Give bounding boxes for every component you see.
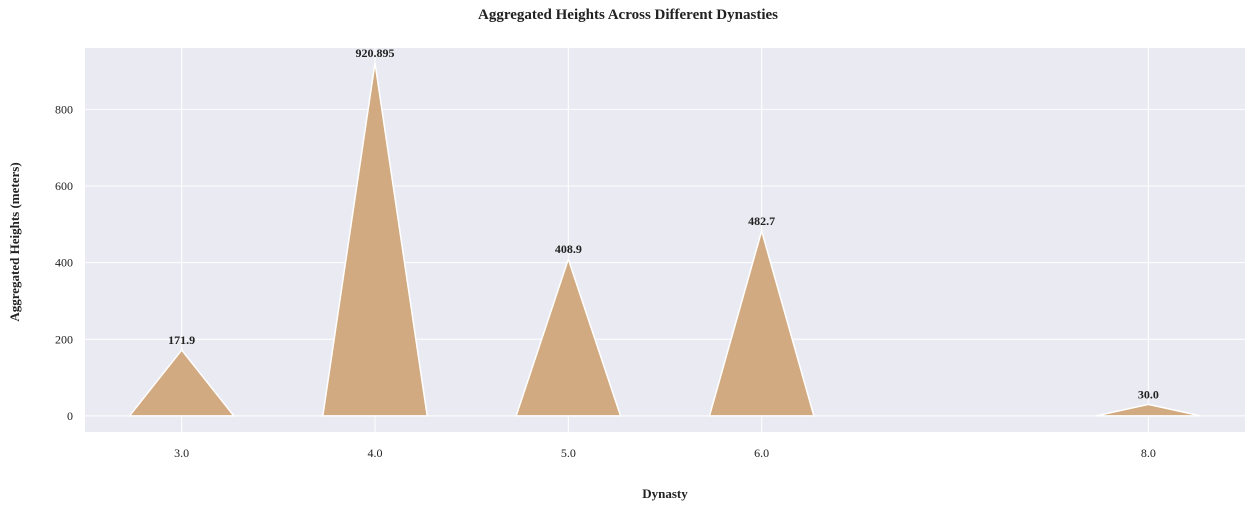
y-tick-label: 200: [55, 332, 73, 346]
chart-title: Aggregated Heights Across Different Dyna…: [478, 7, 778, 23]
data-label: 171.9: [168, 333, 195, 347]
y-tick-label: 0: [67, 409, 73, 423]
x-tick-label: 6.0: [754, 446, 769, 460]
x-axis-ticks: 3.0 4.0 5.0 6.0 8.0: [174, 446, 1156, 460]
plot-background: [85, 48, 1245, 432]
x-tick-label: 4.0: [368, 446, 383, 460]
data-labels: 171.9 920.895 408.9 482.7 30.0: [168, 46, 1159, 401]
y-axis-title: Aggregated Heights (meters): [7, 162, 22, 321]
x-tick-label: 8.0: [1141, 446, 1156, 460]
y-tick-label: 400: [55, 256, 73, 270]
peak-shape: [1095, 403, 1201, 417]
data-label: 30.0: [1138, 387, 1159, 401]
peak-shape: [321, 62, 429, 417]
y-tick-label: 800: [55, 102, 73, 116]
data-label: 920.895: [356, 46, 395, 60]
peak-shapes: [127, 62, 1201, 417]
x-tick-label: 3.0: [174, 446, 189, 460]
y-tick-label: 600: [55, 179, 73, 193]
x-axis-title: Dynasty: [642, 486, 688, 501]
peak-shape: [708, 228, 815, 417]
peak-shape: [515, 256, 622, 417]
data-label: 482.7: [748, 214, 775, 228]
data-label: 408.9: [555, 242, 582, 256]
x-tick-label: 5.0: [561, 446, 576, 460]
peak-shape: [127, 348, 236, 417]
y-axis-ticks: 0 200 400 600 800: [55, 102, 73, 423]
